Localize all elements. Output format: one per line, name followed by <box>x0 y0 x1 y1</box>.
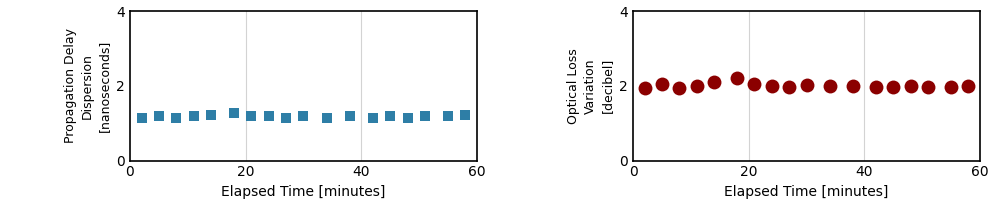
X-axis label: Elapsed Time [minutes]: Elapsed Time [minutes] <box>221 185 386 199</box>
Y-axis label: Propagation Delay
Dispersion
[nanoseconds]: Propagation Delay Dispersion [nanosecond… <box>64 28 111 143</box>
X-axis label: Elapsed Time [minutes]: Elapsed Time [minutes] <box>724 185 889 199</box>
Y-axis label: Optical Loss
Variation
[decibel]: Optical Loss Variation [decibel] <box>567 48 614 124</box>
